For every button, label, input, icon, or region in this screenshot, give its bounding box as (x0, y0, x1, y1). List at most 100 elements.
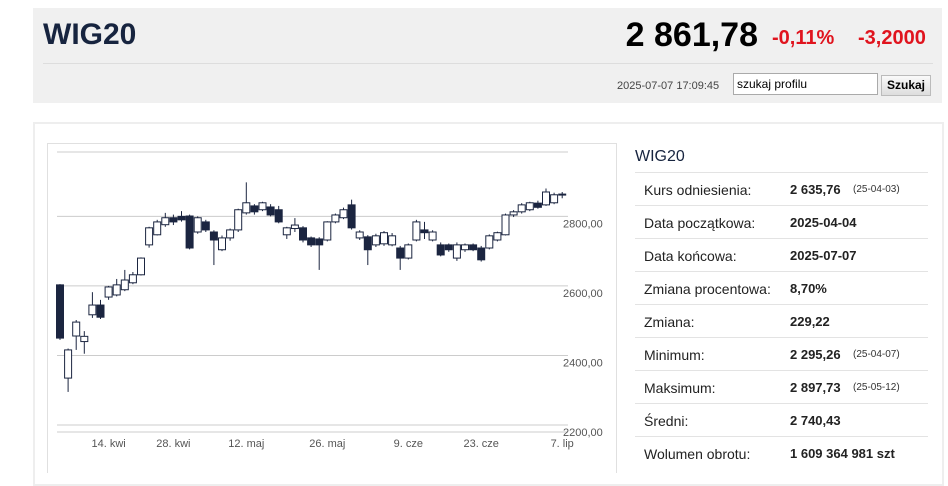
candle-body (128, 274, 137, 284)
candle-body (80, 335, 89, 343)
stats-label: Średni: (644, 413, 689, 429)
candle-body (461, 244, 469, 251)
stats-value: 2025-04-04 (790, 215, 857, 230)
candle-body (420, 229, 429, 234)
stats-value: 2 295,26 (790, 347, 841, 362)
candle-body (388, 235, 397, 246)
candle-body (550, 194, 559, 204)
candle-body (371, 235, 380, 246)
stats-label: Zmiana procentowa: (644, 281, 771, 297)
candle-body (428, 231, 437, 241)
candle-body (509, 211, 518, 216)
candle-body (112, 284, 121, 296)
y-tick-label: 2200,00 (563, 427, 603, 439)
candle-body (209, 231, 218, 241)
candle-body (380, 232, 388, 245)
stats-label: Kurs odniesienia: (644, 182, 752, 198)
stats-row: Data końcowa: 2025-07-07 (635, 238, 928, 271)
candle-body (96, 304, 105, 318)
stats-label: Maksimum: (644, 380, 716, 396)
y-tick-label: 2400,00 (563, 357, 603, 369)
candle-body (120, 279, 129, 291)
stats-title: WIG20 (635, 148, 685, 165)
candle-body (436, 244, 445, 256)
candle-body (250, 205, 259, 213)
stats-row: Zmiana: 229,22 (635, 304, 928, 337)
chart: 2200,00 2400,00 2600,00 2800,00 14. kwi 28. k… (47, 143, 617, 473)
stats-table: Kurs odniesienia: 2 635,76 (25-04-03) Data … (635, 172, 928, 469)
stats-row: Zmiana procentowa: 8,70% (635, 271, 928, 304)
candle-body (161, 217, 170, 226)
candle-body (558, 193, 567, 196)
stats-value: 1 609 364 981 szt (790, 446, 895, 461)
candle-body (363, 236, 372, 251)
candle-body (242, 202, 251, 214)
candle-body (525, 202, 534, 211)
candle-body (542, 191, 550, 206)
stats-row: Średni: 2 740,43 (635, 403, 928, 436)
candle-body (396, 247, 405, 259)
stats-label: Data początkowa: (644, 215, 756, 231)
candle-body (355, 231, 364, 239)
y-tick-label: 2600,00 (563, 288, 603, 300)
candle-body (517, 204, 526, 213)
candle-body (347, 204, 356, 229)
candle-body (64, 349, 73, 379)
candle-body (201, 221, 210, 231)
candle-body (226, 229, 235, 239)
stats-value: 2 635,76 (790, 182, 841, 197)
candle-body (274, 209, 283, 223)
candle-body (533, 202, 542, 208)
candle-body (137, 257, 145, 276)
candle-body (153, 221, 162, 236)
x-tick-label: 7. lip (551, 438, 574, 450)
price: 2 861,78 (625, 16, 758, 54)
candle-body (258, 202, 267, 211)
change-pct: -0,11% (772, 27, 835, 49)
candle-body (501, 214, 510, 236)
candle-body (104, 286, 113, 298)
x-tick-label: 9. cze (394, 438, 423, 450)
y-tick-label: 2800,00 (563, 218, 603, 230)
x-tick-label: 12. maj (228, 438, 264, 450)
separator (43, 63, 933, 64)
stats-row: Minimum: 2 295,26 (25-04-07) (635, 337, 928, 370)
candle-body (234, 209, 243, 231)
candle-body (145, 227, 154, 246)
candle-body (444, 244, 453, 251)
candle-body (412, 221, 421, 241)
change: -3,2000 (858, 27, 926, 49)
stats-label: Zmiana: (644, 314, 695, 330)
candle-body (88, 304, 97, 316)
x-tick-label: 14. kwi (91, 438, 125, 450)
stats-label: Minimum: (644, 347, 705, 363)
stats-note: (25-04-03) (853, 184, 900, 195)
candle-body (299, 227, 307, 241)
candle-body (218, 237, 226, 251)
candle-body (485, 235, 494, 249)
index-title: WIG20 (43, 18, 137, 51)
candle-body (72, 321, 81, 337)
candle-body (193, 217, 202, 233)
candle-body (290, 224, 299, 230)
x-tick-label: 26. maj (309, 438, 345, 450)
candle-body (477, 247, 486, 261)
stats-value: 2 740,43 (790, 413, 841, 428)
x-tick-label: 28. kwi (156, 438, 190, 450)
candle-body (339, 209, 348, 219)
candle-body (404, 244, 413, 259)
candle-body (282, 227, 291, 236)
search-button[interactable]: Szukaj (881, 75, 931, 96)
candle-body (177, 215, 186, 221)
search-input[interactable]: szukaj profilu (733, 73, 878, 95)
stats-row: Wolumen obrotu: 1 609 364 981 szt (635, 436, 928, 469)
candle-body (56, 284, 64, 339)
stats-value: 8,70% (790, 281, 827, 296)
stats-note: (25-05-12) (853, 382, 900, 393)
candle-body (323, 221, 332, 241)
candle-body (331, 214, 340, 223)
candle-body (307, 237, 316, 246)
candle-body (315, 238, 324, 246)
stats-value: 2 897,73 (790, 380, 841, 395)
stats-note: (25-04-07) (853, 349, 900, 360)
